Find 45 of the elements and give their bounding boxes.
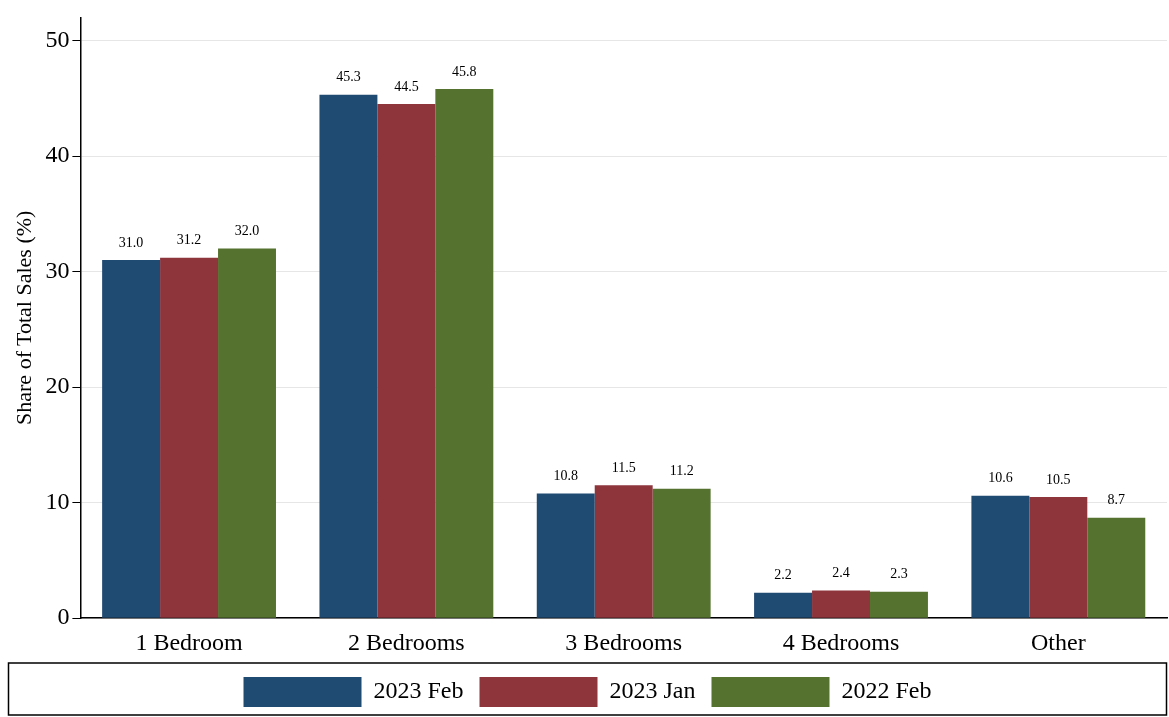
data-label: 10.6: [988, 470, 1013, 486]
y-tick-label: 10: [45, 487, 70, 514]
data-label: 2.3: [890, 566, 908, 582]
data-label: 31.0: [118, 234, 144, 250]
bar: [971, 495, 1030, 618]
data-label: 2.2: [774, 567, 792, 583]
bar: [160, 257, 219, 618]
y-tick-label: 30: [45, 256, 70, 283]
bar: [435, 89, 494, 618]
bar: [319, 94, 378, 618]
x-tick-label: 2 Bedrooms: [348, 628, 465, 655]
bar: [218, 248, 276, 618]
data-label: 45.3: [336, 69, 361, 85]
data-label: 2.4: [832, 565, 850, 581]
bar: [1029, 496, 1088, 618]
data-label: 32.0: [234, 223, 260, 239]
data-label: 8.7: [1107, 492, 1126, 508]
bar: [652, 488, 711, 618]
bar: [536, 493, 595, 618]
bar: [377, 104, 436, 618]
x-tick-label: 1 Bedroom: [135, 628, 244, 655]
bar: [1087, 517, 1146, 618]
y-tick-label: 20: [45, 372, 70, 399]
y-tick-label: 0: [57, 603, 70, 630]
bar: [102, 260, 161, 618]
bar: [594, 485, 653, 618]
y-tick-label: 50: [45, 25, 70, 52]
data-label: 10.5: [1046, 471, 1071, 487]
data-label: 10.8: [553, 468, 578, 484]
data-label: 11.2: [669, 463, 694, 479]
data-label: 11.5: [611, 460, 636, 475]
x-tick-label: 4 Bedrooms: [782, 628, 900, 655]
legend-label: 2023 Jan: [609, 677, 696, 704]
y-tick-label: 40: [45, 141, 70, 168]
x-tick-label: 3 Bedrooms: [565, 628, 683, 655]
data-label: 44.5: [394, 78, 419, 94]
bar: [870, 591, 928, 618]
y-axis-title: Share of Total Sales (%): [10, 210, 36, 425]
legend-label: 2022 Feb: [841, 677, 932, 704]
data-label: 31.2: [176, 232, 202, 248]
bar: [754, 592, 813, 618]
x-tick-label: Other: [1031, 628, 1086, 655]
legend-label: 2023 Feb: [373, 677, 464, 704]
data-label: 45.8: [452, 63, 477, 79]
bar: [812, 590, 870, 618]
